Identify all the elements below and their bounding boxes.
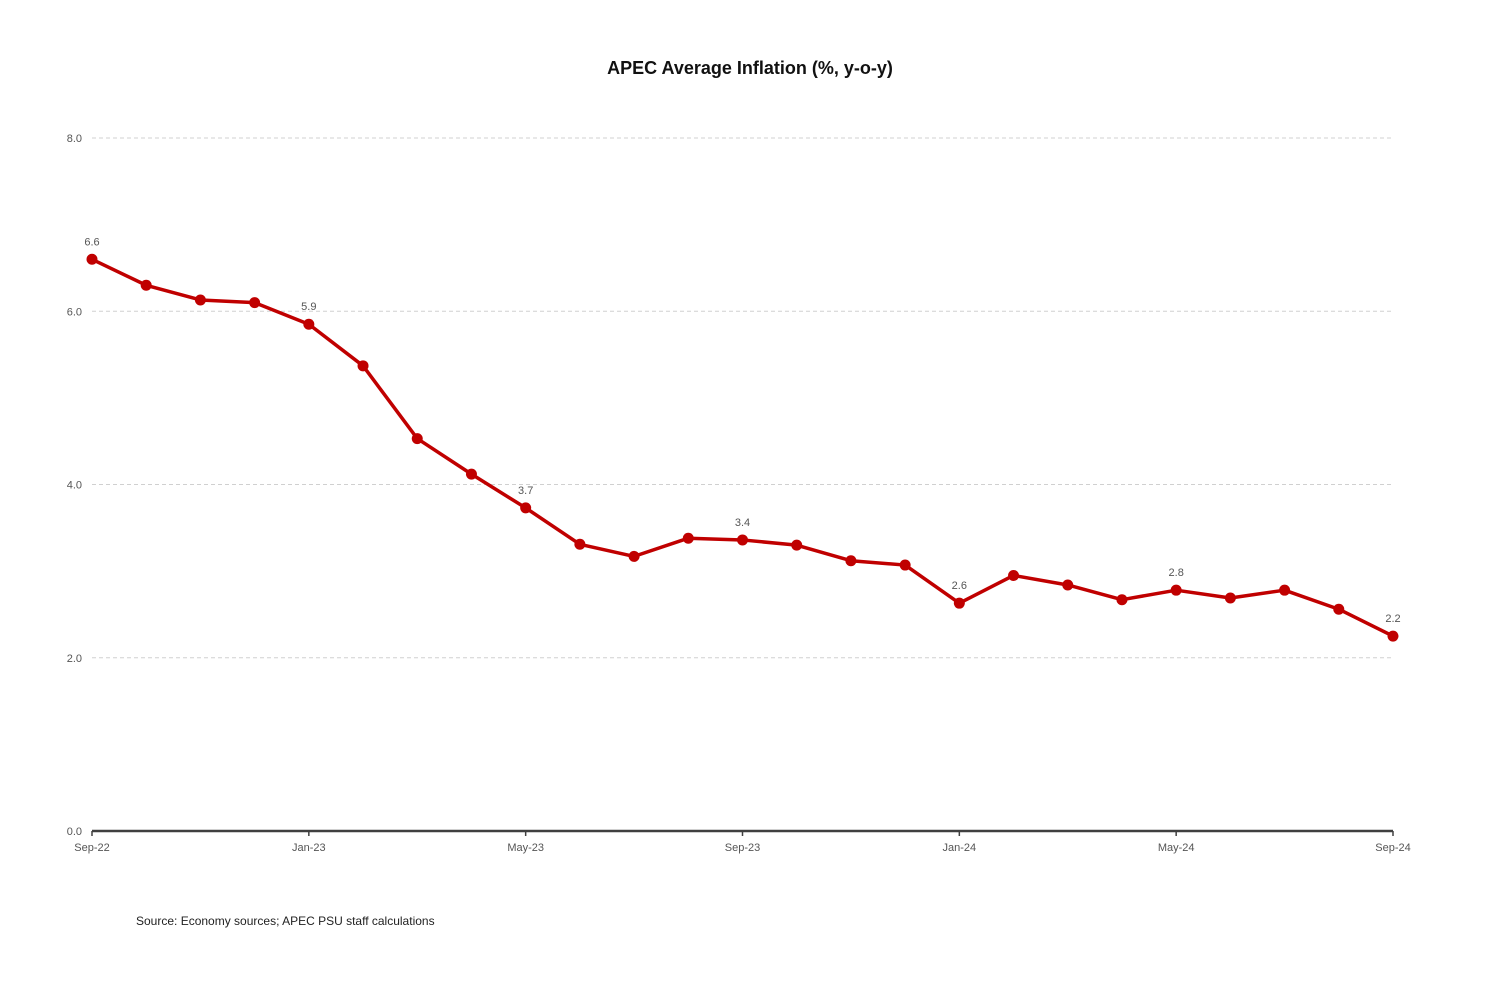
data-label: 5.9 [301,301,316,313]
data-point [1062,579,1074,591]
data-label: 3.7 [518,485,533,497]
y-tick-label: 8.0 [67,133,82,145]
data-point [574,538,586,550]
data-point [86,253,98,265]
x-axis: 0.0 2.0 4.0 6.0 8.0 Sep-22 Jan-23 May-23 Sep-23 J… [67,133,1411,854]
data-label: 2.6 [952,580,967,592]
data-point [682,532,694,544]
x-tick-label: Jan-23 [292,842,326,854]
data-label: 3.4 [735,517,750,529]
data-point [465,468,477,480]
data-label: 2.8 [1169,567,1184,579]
y-tick-label: 4.0 [67,480,82,492]
y-tick-label: 2.0 [67,653,82,665]
data-point [411,433,423,445]
x-tick-label: Sep-23 [725,842,760,854]
data-point [249,297,261,309]
data-point [1008,569,1020,581]
chart-title: APEC Average Inflation (%, y-o-y) [607,58,893,78]
data-label: 2.2 [1385,613,1400,625]
y-tick-label: 0.0 [67,826,82,838]
data-point [303,318,315,330]
data-label: 6.6 [84,236,99,248]
y-tick-label: 6.0 [67,306,82,318]
data-labels: 6.6 5.9 3.7 3.4 2.6 2.8 2.2 [84,236,1400,625]
series-layer [86,253,1399,642]
data-point [520,502,532,514]
data-point [1333,603,1345,615]
gridlines [92,137,1393,659]
data-point [845,555,857,567]
data-point [791,539,803,551]
data-point [194,294,206,306]
x-tick-label: Jan-24 [943,842,977,854]
data-point [357,360,369,372]
data-point [899,559,911,571]
data-point [140,279,152,291]
x-tick-label: Sep-22 [74,842,109,854]
data-point [1116,594,1128,606]
series-line [90,257,1395,638]
data-point [737,534,748,546]
data-point [953,597,965,609]
data-point [1387,630,1399,642]
data-point [1279,584,1291,596]
data-point [1224,592,1236,604]
source-note: Source: Economy sources; APEC PSU staff … [136,914,435,928]
data-point [1170,584,1182,596]
x-tick-label: May-23 [507,842,544,854]
data-point [628,550,640,562]
x-tick-label: Sep-24 [1375,842,1410,854]
x-tick-label: May-24 [1158,842,1195,854]
